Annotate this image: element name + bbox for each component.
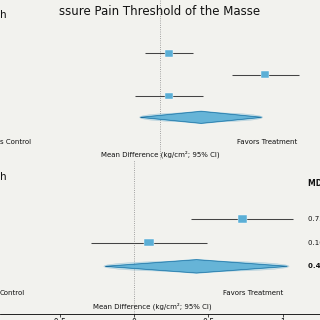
FancyBboxPatch shape (144, 239, 154, 246)
Text: s Control: s Control (0, 139, 31, 145)
Text: 0.10 (-0.29, 0.49): 0.10 (-0.29, 0.49) (308, 239, 320, 246)
FancyBboxPatch shape (238, 215, 247, 223)
Text: Mean Difference (kg/cm²; 95% CI): Mean Difference (kg/cm²; 95% CI) (93, 303, 212, 310)
Text: Favors Treatment: Favors Treatment (237, 139, 297, 145)
Text: Control: Control (0, 290, 25, 296)
FancyBboxPatch shape (165, 92, 173, 100)
Text: 0.42 (-0.19, 1.03): 0.42 (-0.19, 1.03) (308, 263, 320, 269)
Text: ssure Pain Threshold of the Masse: ssure Pain Threshold of the Masse (60, 5, 260, 18)
Ellipse shape (140, 113, 263, 122)
FancyBboxPatch shape (165, 50, 173, 57)
Text: h: h (0, 172, 7, 181)
Text: Favors Treatment: Favors Treatment (222, 290, 283, 296)
FancyBboxPatch shape (261, 71, 269, 78)
Text: MD (95% CI): MD (95% CI) (308, 179, 320, 188)
Polygon shape (106, 260, 287, 273)
Ellipse shape (104, 261, 289, 272)
Text: Mean Difference (kg/cm²; 95% CI): Mean Difference (kg/cm²; 95% CI) (101, 150, 219, 158)
Polygon shape (141, 111, 261, 123)
Text: 0.73 (0.38, 1.07): 0.73 (0.38, 1.07) (308, 216, 320, 222)
Text: h: h (0, 10, 7, 20)
